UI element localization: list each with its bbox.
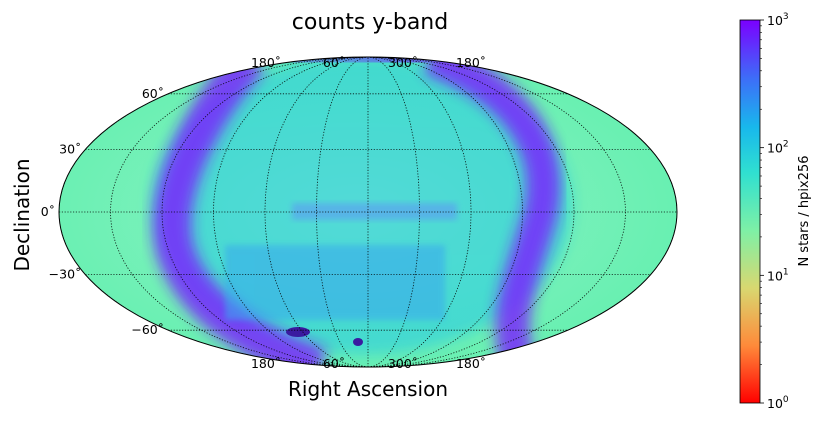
colorbar-tick-label: 102 xyxy=(767,140,789,156)
ra-tick-top: 60˚ xyxy=(323,55,345,70)
meridian-line xyxy=(161,57,369,367)
dec-tick-label: −30˚ xyxy=(49,267,82,282)
ra-tick-bottom: 300˚ xyxy=(388,356,418,371)
ra-tick-top: 180˚ xyxy=(251,55,281,70)
ra-tick-top: 180˚ xyxy=(456,55,486,70)
ra-tick-bottom: 180˚ xyxy=(251,356,281,371)
y-axis-label: Declination xyxy=(10,158,34,271)
deep-region xyxy=(225,245,445,320)
x-axis-label: Right Ascension xyxy=(288,377,448,401)
deep-stripe xyxy=(292,203,457,220)
projection-boundary xyxy=(58,56,678,368)
colorbar-tick-label: 103 xyxy=(767,12,789,28)
colorbar-tick-label: 101 xyxy=(767,267,789,283)
colorbar-gradient xyxy=(739,19,761,404)
dec-ticks: 60˚ 30˚ 0˚ −30˚ −60˚ xyxy=(41,86,164,337)
ra-ticks-bottom: 180˚ 60˚ 300˚ 180˚ xyxy=(251,356,486,371)
ra-tick-bottom: 180˚ xyxy=(456,356,486,371)
meridian-line xyxy=(264,57,369,367)
colorbar: 100 101 102 103 N stars / hpix256 xyxy=(739,12,812,411)
colorbar-ticks: 100 101 102 103 xyxy=(760,12,789,411)
chart-title: counts y-band xyxy=(292,10,448,35)
ra-tick-bottom: 60˚ xyxy=(323,356,345,371)
galactic-plane-north xyxy=(424,57,561,367)
colorbar-label: N stars / hpix256 xyxy=(797,155,812,266)
sky-map xyxy=(59,57,677,367)
dec-tick-label: 60˚ xyxy=(142,86,164,101)
smc-blob xyxy=(353,338,363,346)
galactic-plane-south xyxy=(153,57,327,367)
ra-ticks-top: 180˚ 60˚ 300˚ 180˚ xyxy=(251,55,486,70)
lmc-blob xyxy=(286,327,310,337)
colorbar-tick-label: 100 xyxy=(767,395,789,411)
dec-tick-label: 0˚ xyxy=(41,204,55,219)
dec-tick-label: 30˚ xyxy=(59,141,81,156)
ra-tick-top: 300˚ xyxy=(388,55,418,70)
dec-tick-label: −60˚ xyxy=(131,322,164,337)
